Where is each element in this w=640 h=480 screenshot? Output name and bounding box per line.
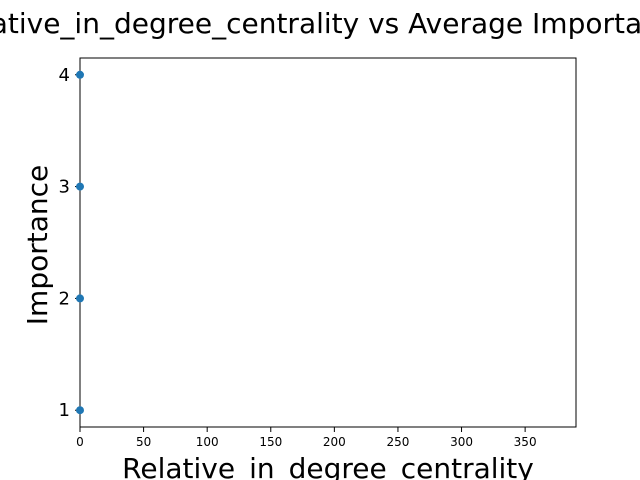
x-tick-label: 350 — [514, 435, 537, 449]
y-tick-label: 4 — [59, 65, 70, 86]
scatter-point — [76, 406, 84, 415]
x-tick-label: 200 — [323, 435, 346, 449]
x-tick-label: 150 — [259, 435, 282, 449]
y-axis-label: Importance — [21, 165, 54, 325]
y-axis: 1 2 3 4 — [59, 65, 80, 421]
x-axis-label: Relative_in_degree_centrality — [122, 452, 534, 480]
plot-area — [79, 57, 577, 428]
x-tick-label: 50 — [136, 435, 151, 449]
y-tick-label: 1 — [59, 400, 70, 421]
y-tick-label: 2 — [59, 288, 70, 309]
x-tick-label: 300 — [450, 435, 473, 449]
scatter-point — [76, 294, 84, 303]
scatter-point — [76, 70, 84, 79]
y-tick-label: 3 — [59, 177, 70, 198]
x-tick-label: 250 — [386, 435, 409, 449]
x-tick-label: 0 — [76, 435, 84, 449]
x-axis: 0 50 100 150 200 250 300 350 — [76, 427, 537, 449]
scatter-point — [76, 182, 84, 191]
chart-title: Relative_in_degree_centrality vs Average… — [0, 7, 640, 40]
x-tick-label: 100 — [196, 435, 219, 449]
data-points — [76, 70, 84, 415]
